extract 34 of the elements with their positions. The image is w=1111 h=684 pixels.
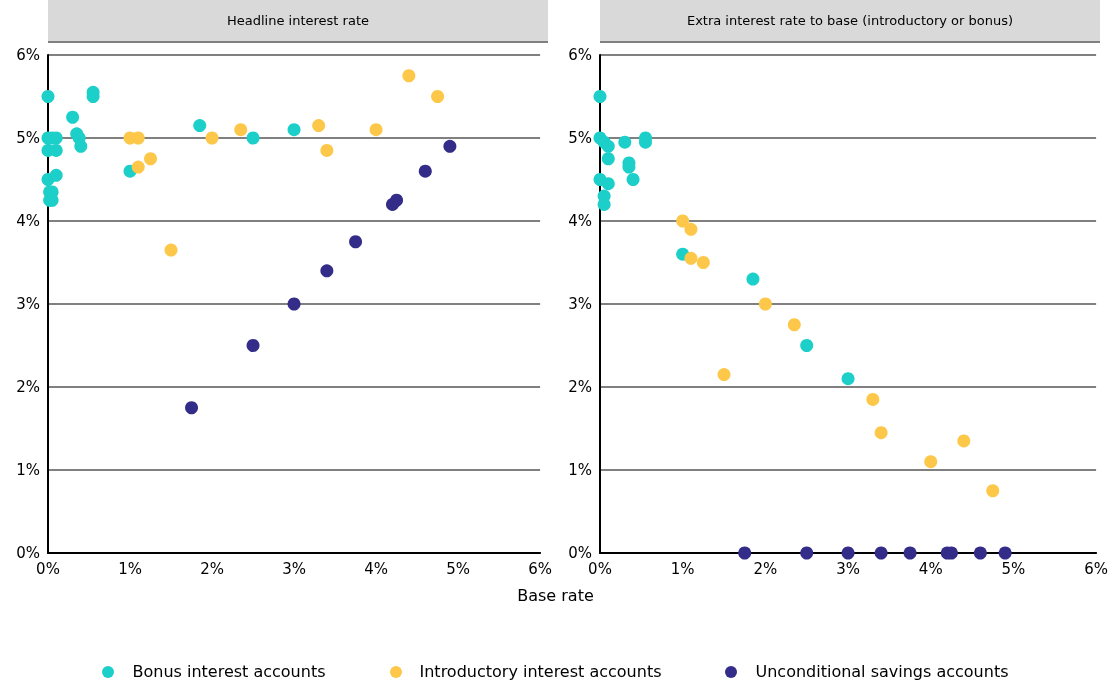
x-tick-label: 0%: [36, 559, 60, 578]
legend-label: Unconditional savings accounts: [755, 662, 1009, 681]
y-tick-label: 2%: [16, 378, 40, 396]
y-tick-label: 3%: [16, 295, 40, 313]
y-tick-label: 6%: [568, 46, 592, 64]
y-tick-label: 1%: [568, 461, 592, 479]
x-tick-label: 3%: [282, 559, 306, 578]
y-tick-label: 0%: [568, 544, 592, 562]
x-tick-label: 0%: [588, 559, 612, 578]
y-tick-label: 5%: [16, 129, 40, 147]
y-tick-label: 6%: [16, 46, 40, 64]
x-axis-title: Base rate: [516, 586, 595, 605]
x-tick-label: 2%: [200, 559, 224, 578]
y-tick-label: 2%: [568, 378, 592, 396]
x-tick-label: 6%: [1084, 559, 1108, 578]
x-tick-label: 5%: [1001, 559, 1026, 578]
x-tick-label: 4%: [918, 559, 943, 578]
x-tick-label: 3%: [836, 559, 860, 578]
x-tick-label: 1%: [118, 559, 142, 578]
x-tick-label: 2%: [753, 559, 778, 578]
y-tick-label: 0%: [16, 544, 40, 562]
chart-title: Extra interest rate to base (introductory or bonus): [600, 0, 1100, 43]
chart-title: Headline interest rate: [48, 0, 548, 43]
x-tick-label: 1%: [670, 559, 695, 578]
legend-label: Introductory interest accounts: [419, 662, 662, 681]
legend-label: Bonus interest accounts: [132, 662, 326, 681]
y-tick-label: 4%: [568, 212, 592, 230]
x-tick-label: 5%: [446, 559, 470, 578]
y-tick-label: 5%: [568, 129, 592, 147]
y-tick-label: 1%: [16, 461, 40, 479]
y-tick-label: 3%: [568, 295, 592, 313]
y-tick-label: 4%: [16, 212, 40, 230]
x-tick-label: 6%: [528, 559, 552, 578]
x-tick-label: 4%: [364, 559, 388, 578]
